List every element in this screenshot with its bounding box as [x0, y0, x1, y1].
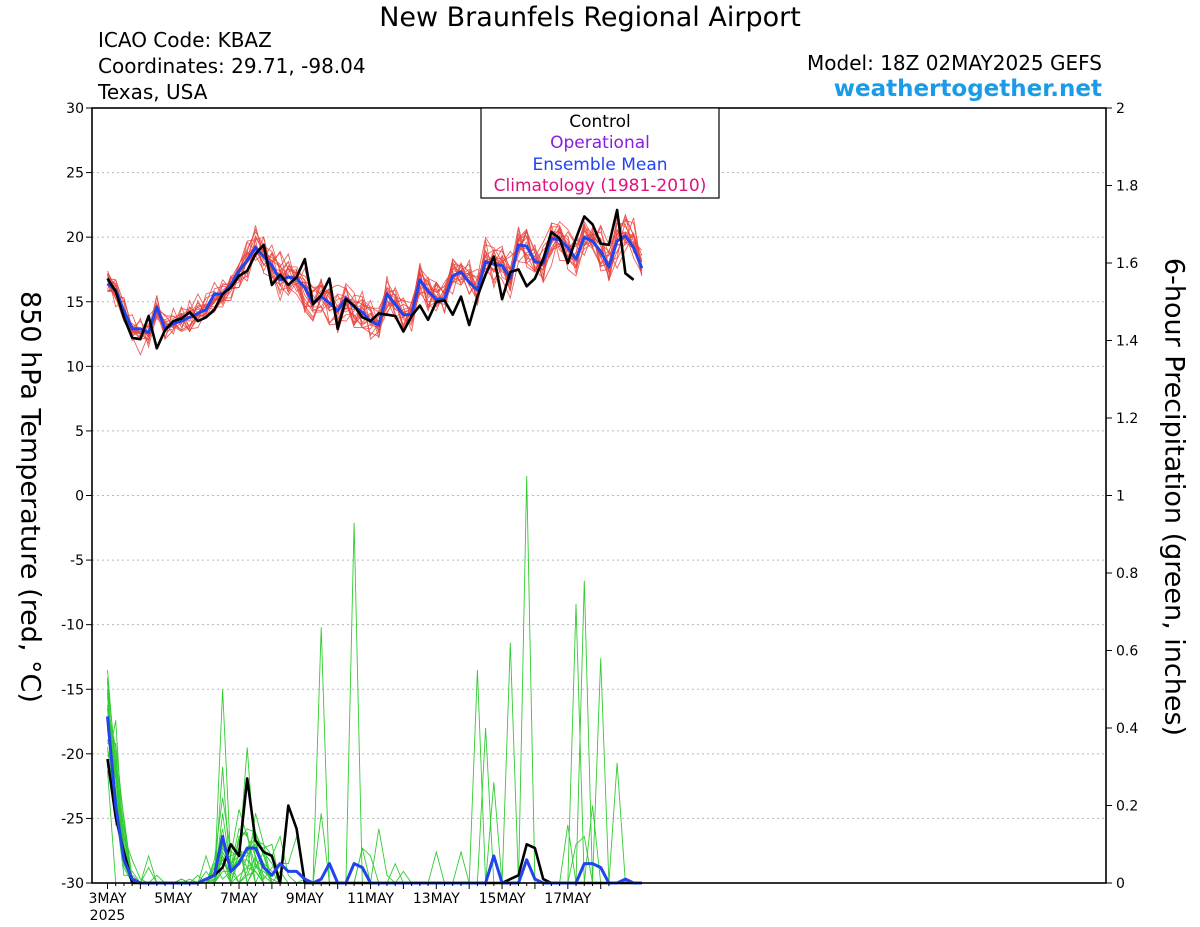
- x-tick-label: 9MAY: [286, 891, 324, 907]
- y-right-tick-label: 1.4: [1116, 334, 1138, 350]
- precip-member-line: [107, 743, 642, 885]
- precip-member-line: [107, 739, 642, 884]
- temperature-members: [107, 213, 643, 356]
- coordinates: Coordinates: 29.71, -98.04: [98, 54, 366, 78]
- y-left-tick-label: -5: [70, 553, 84, 569]
- precip-member-line: [107, 603, 642, 884]
- y-left-tick-label: 30: [66, 101, 84, 117]
- legend-climatology: Climatology (1981-2010): [494, 176, 707, 196]
- precip-member-line: [107, 727, 642, 884]
- precip-member-line: [107, 627, 642, 885]
- y-right-tick-label: 0.2: [1116, 799, 1138, 815]
- y-left-tick-label: 10: [66, 359, 84, 375]
- y-right-tick-label: 1.8: [1116, 179, 1138, 195]
- temperature-mean-line: [106, 234, 644, 335]
- model-run: Model: 18Z 02MAY2025 GEFS: [807, 51, 1102, 75]
- location: Texas, USA: [98, 80, 208, 104]
- legend-box: [480, 107, 720, 199]
- y-left-tick-label: 25: [66, 166, 84, 182]
- precip-control-line: [106, 758, 642, 885]
- precip-member-line: [107, 754, 642, 885]
- y-left-tick-label: 0: [75, 489, 84, 505]
- precip-member-line: [107, 762, 642, 884]
- site-link[interactable]: weathertogether.net: [833, 76, 1102, 102]
- icao-code: ICAO Code: KBAZ: [98, 28, 272, 52]
- precip-member-line: [107, 476, 642, 884]
- x-tick-sublabel: 2025: [90, 908, 126, 924]
- legend-ensemble-mean: Ensemble Mean: [532, 155, 667, 175]
- y-left-tick-label: -15: [61, 682, 84, 698]
- y-right-tick-label: 2: [1116, 101, 1125, 117]
- precip-member-line: [107, 727, 642, 884]
- x-tick-label: 3MAY: [88, 891, 126, 907]
- x-tick-label: 11MAY: [347, 891, 394, 907]
- y-right-tick-label: 1.6: [1116, 256, 1138, 272]
- y-left-tick-label: -25: [61, 811, 84, 827]
- legend: Control Operational Ensemble Mean Climat…: [480, 107, 720, 199]
- precip-member-line: [107, 751, 642, 884]
- y-left-tick-label: 20: [66, 230, 84, 246]
- precip-member-line: [107, 747, 642, 884]
- y-right-tick-label: 0.6: [1116, 644, 1138, 660]
- x-tick-label: 5MAY: [154, 891, 192, 907]
- y-right-tick-label: 0: [1116, 876, 1125, 892]
- legend-operational: Operational: [550, 133, 650, 153]
- y-left-tick-label: -20: [61, 747, 84, 763]
- precip-member-line: [107, 669, 642, 884]
- precip-member-line: [107, 681, 642, 884]
- precip-member-line: [107, 727, 642, 884]
- temperature-control-line: [106, 208, 635, 350]
- precipitation-members: [107, 476, 642, 885]
- y-right-tick-label: 1.2: [1116, 411, 1138, 427]
- precip-member-line: [107, 580, 642, 884]
- chart-title: New Braunfels Regional Airport: [379, 2, 801, 33]
- temperature-member-line: [107, 224, 643, 342]
- y-right-tick-label: 1: [1116, 489, 1125, 505]
- precip-member-line: [107, 522, 642, 884]
- temperature-member-line: [107, 218, 643, 339]
- y-left-tick-label: -30: [61, 876, 84, 892]
- y-left-tick-label: 5: [75, 424, 84, 440]
- x-tick-label: 13MAY: [413, 891, 460, 907]
- y-right-tick-label: 0.8: [1116, 566, 1138, 582]
- legend-control: Control: [569, 112, 630, 132]
- y-left-tick-label: -10: [61, 618, 84, 634]
- x-tick-label: 7MAY: [220, 891, 258, 907]
- x-tick-label: 15MAY: [479, 891, 526, 907]
- axis-ticks: 302520151050-5-10-15-20-25-3021.81.61.41…: [61, 101, 1138, 924]
- precip-member-line: [107, 724, 642, 885]
- x-tick-label: 17MAY: [544, 891, 591, 907]
- y-left-tick-label: 15: [66, 295, 84, 311]
- y-right-tick-label: 0.4: [1116, 721, 1138, 737]
